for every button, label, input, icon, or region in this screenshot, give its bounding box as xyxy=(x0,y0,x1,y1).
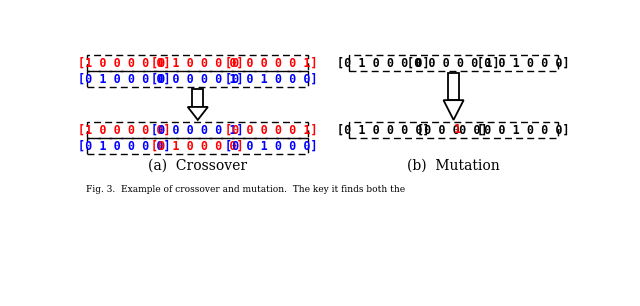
Text: [0 0 0 0 0 1]: [0 0 0 0 0 1] xyxy=(225,123,317,136)
Text: [0 1 0 0 0 0]: [0 1 0 0 0 0] xyxy=(152,56,244,69)
Text: (b)  Mutation: (b) Mutation xyxy=(407,159,500,173)
Text: [1 0 0 0 0 0]: [1 0 0 0 0 0] xyxy=(78,123,170,136)
Text: [0 0 1 0 0 0]: [0 0 1 0 0 0] xyxy=(477,123,570,136)
Text: [0 1 0 0 0 0]: [0 1 0 0 0 0] xyxy=(337,123,430,136)
Text: [0 0 0 0 0 1]: [0 0 0 0 0 1] xyxy=(225,56,317,69)
Bar xyxy=(448,73,459,100)
Text: [0 1 0 0 0 0]: [0 1 0 0 0 0] xyxy=(78,73,170,86)
Text: [0 0 1 0 0 0]: [0 0 1 0 0 0] xyxy=(477,56,570,69)
Text: Fig. 3.  Example of crossover and mutation.  The key it finds both the: Fig. 3. Example of crossover and mutatio… xyxy=(86,185,405,194)
Text: [0 0 0 0 0 1]: [0 0 0 0 0 1] xyxy=(152,123,244,136)
Text: [0 0 1 0 0 0]: [0 0 1 0 0 0] xyxy=(225,140,317,153)
Text: 1: 1 xyxy=(454,123,461,136)
Text: [0 1 0 0 0 0]: [0 1 0 0 0 0] xyxy=(152,140,244,153)
Text: [0 0 1 0 0 0]: [0 0 1 0 0 0] xyxy=(225,73,317,86)
Text: 0 0]: 0 0] xyxy=(452,123,487,136)
Text: [0 0 0: [0 0 0 xyxy=(417,123,467,136)
Polygon shape xyxy=(444,100,463,120)
Polygon shape xyxy=(188,107,208,120)
Text: [0 1 0 0 0 0]: [0 1 0 0 0 0] xyxy=(78,140,170,153)
Text: [0 0 0 0 0 1]: [0 0 0 0 0 1] xyxy=(407,56,500,69)
Text: [0 0 0 0 0 1]: [0 0 0 0 0 1] xyxy=(152,73,244,86)
Text: (a)  Crossover: (a) Crossover xyxy=(148,159,248,173)
Text: [0 1 0 0 0 0]: [0 1 0 0 0 0] xyxy=(337,56,430,69)
Text: [1 0 0 0 0 0]: [1 0 0 0 0 0] xyxy=(78,56,170,69)
Bar xyxy=(193,89,204,107)
